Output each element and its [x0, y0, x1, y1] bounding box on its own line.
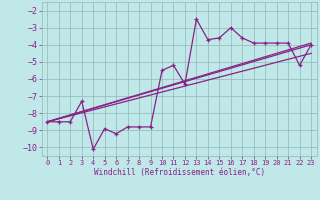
X-axis label: Windchill (Refroidissement éolien,°C): Windchill (Refroidissement éolien,°C): [94, 168, 265, 177]
